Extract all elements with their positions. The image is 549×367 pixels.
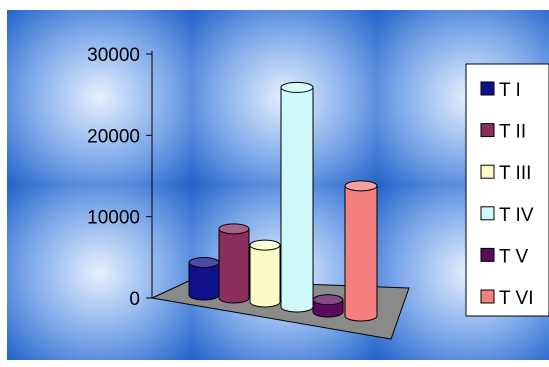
legend-label: T V (499, 246, 529, 267)
bar-top (218, 223, 250, 235)
bar-top (188, 256, 220, 268)
bar-top (280, 81, 314, 93)
bar-top (249, 239, 281, 251)
bars-group (188, 81, 378, 322)
legend-label: T III (499, 163, 531, 184)
y-tick-label: 0 (129, 289, 140, 310)
bar-top (312, 294, 344, 306)
legend-swatch (480, 164, 495, 179)
bar-1 (188, 256, 220, 301)
legend-entries: T I T II T III T IV T V T VI (480, 80, 534, 309)
legend-swatch (480, 247, 495, 262)
bar-top (344, 180, 378, 192)
bar-5 (312, 294, 344, 318)
legend-swatch (480, 206, 495, 221)
legend-swatch (480, 123, 495, 138)
y-tick-label: 30000 (87, 45, 140, 66)
bar-3 (249, 239, 281, 308)
bar-body (280, 86, 314, 313)
y-tick-label: 20000 (87, 126, 140, 147)
bar-6 (344, 180, 378, 322)
y-axis-ticks: 0 10000 20000 30000 (87, 45, 152, 310)
legend-label: T IV (499, 205, 534, 226)
legend-swatch (480, 289, 495, 304)
legend-label: T VI (499, 288, 534, 309)
bar-body (188, 261, 220, 301)
legend-box (465, 63, 549, 317)
legend-label: T II (499, 122, 526, 143)
bar-body (218, 228, 250, 304)
bar-body (249, 244, 281, 308)
bar-body (344, 185, 378, 322)
y-tick-label: 10000 (87, 208, 140, 229)
bar-4 (280, 81, 314, 313)
legend-swatch (480, 81, 495, 96)
bar-2 (218, 223, 250, 304)
legend-label: T I (499, 80, 521, 101)
